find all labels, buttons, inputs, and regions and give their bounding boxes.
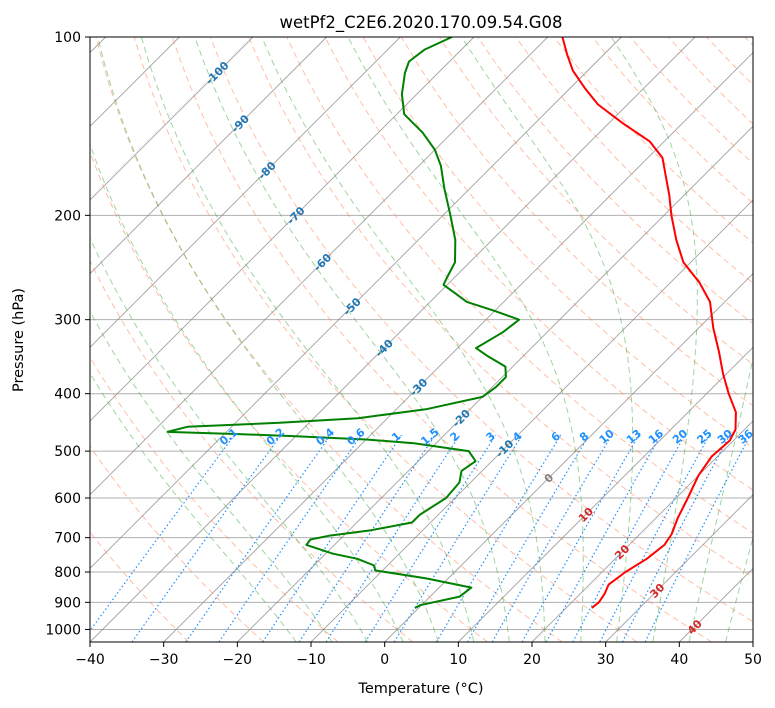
dry-adiabat-line xyxy=(248,37,753,578)
x-tick-label: 20 xyxy=(523,652,541,668)
moist-adiabat-line xyxy=(194,37,510,642)
moist-adiabat-line xyxy=(90,236,369,642)
dry-adiabat-line xyxy=(90,445,264,642)
y-axis-label: Pressure (hPa) xyxy=(11,288,27,392)
moist-adiabat-line xyxy=(261,37,546,642)
isotherm-line xyxy=(90,37,327,275)
isotherm-line xyxy=(90,37,622,569)
isotherm-line xyxy=(237,125,753,642)
plot-frame xyxy=(89,36,754,643)
x-tick-label: 40 xyxy=(670,652,688,668)
plot-background xyxy=(90,37,753,642)
isotherm-line xyxy=(531,420,753,642)
dry-adiabat-line xyxy=(286,37,753,534)
mixing-ratio-line xyxy=(545,434,662,642)
dry-adiabat-line xyxy=(171,37,712,642)
dry-adiabat-line xyxy=(90,259,414,642)
dry-adiabat-line xyxy=(515,37,753,284)
x-tick-label: 0 xyxy=(380,652,389,668)
mixing-ratio-line xyxy=(572,434,686,642)
moist-adiabat-line xyxy=(725,536,753,642)
y-tick-label: 600 xyxy=(54,491,81,507)
mixing-ratio-line xyxy=(325,434,461,642)
y-tick-label: 800 xyxy=(54,565,81,581)
x-tick-label: 10 xyxy=(449,652,467,668)
y-tick-label: 400 xyxy=(54,387,81,403)
x-tick-label: −30 xyxy=(149,652,179,668)
y-tick-label: 500 xyxy=(54,444,81,460)
y-tick-label: 100 xyxy=(54,30,81,46)
isotherm-line xyxy=(752,641,753,642)
isotherm-line xyxy=(90,37,254,201)
isotherm-line xyxy=(90,37,548,496)
x-tick-label: 30 xyxy=(597,652,615,668)
dewpoint-profile-line xyxy=(166,37,521,609)
moist-adiabat-line xyxy=(90,142,404,642)
x-tick-label: −10 xyxy=(296,652,326,668)
x-axis-label: Temperature (°C) xyxy=(357,681,483,697)
moist-adiabat-line xyxy=(90,310,333,642)
moist-adiabat-line xyxy=(140,37,475,642)
isotherm-line xyxy=(605,494,753,642)
mixing-ratio-line xyxy=(466,434,590,642)
x-tick-label: −20 xyxy=(223,652,253,668)
mixing-ratio-line xyxy=(491,434,613,642)
mixing-ratio-line xyxy=(521,434,640,642)
mixing-ratio-line xyxy=(621,434,731,642)
moist-adiabat-line xyxy=(347,37,584,642)
mixing-ratio-line xyxy=(90,434,235,632)
y-tick-label: 1000 xyxy=(45,622,81,638)
isotherm-line xyxy=(384,273,753,642)
isotherm-line xyxy=(90,37,475,422)
isotherm-line xyxy=(458,346,753,642)
mixing-ratio-line xyxy=(393,434,523,642)
moist-adiabat-line xyxy=(90,372,297,642)
x-tick-label: 50 xyxy=(744,652,762,668)
moist-adiabat-line xyxy=(97,37,439,642)
moist-adiabat-line xyxy=(688,355,753,642)
dry-adiabat-line xyxy=(90,356,339,642)
y-tick-label: 900 xyxy=(54,595,81,611)
mixing-ratio-line xyxy=(435,434,562,642)
isotherm-line xyxy=(90,37,401,348)
y-tick-label: 200 xyxy=(54,208,81,224)
mixing-ratio-line xyxy=(185,434,332,642)
y-tick-label: 700 xyxy=(54,531,81,547)
dry-adiabat-line xyxy=(324,37,753,491)
mixing-ratio-line xyxy=(644,434,751,642)
dry-adiabat-line xyxy=(95,37,563,642)
chart-title: wetPf2_C2E6.2020.170.09.54.G08 xyxy=(279,13,562,33)
dry-adiabat-line xyxy=(133,37,638,642)
isotherm-line xyxy=(90,37,696,642)
mixing-ratio-line xyxy=(218,434,362,642)
temperature-profile-line xyxy=(561,37,737,609)
dry-adiabat-line xyxy=(210,37,753,623)
x-tick-label: −40 xyxy=(75,652,105,668)
isotherm-line xyxy=(163,52,753,642)
mixing-ratio-line xyxy=(364,434,497,642)
y-tick-label: 300 xyxy=(54,313,81,329)
